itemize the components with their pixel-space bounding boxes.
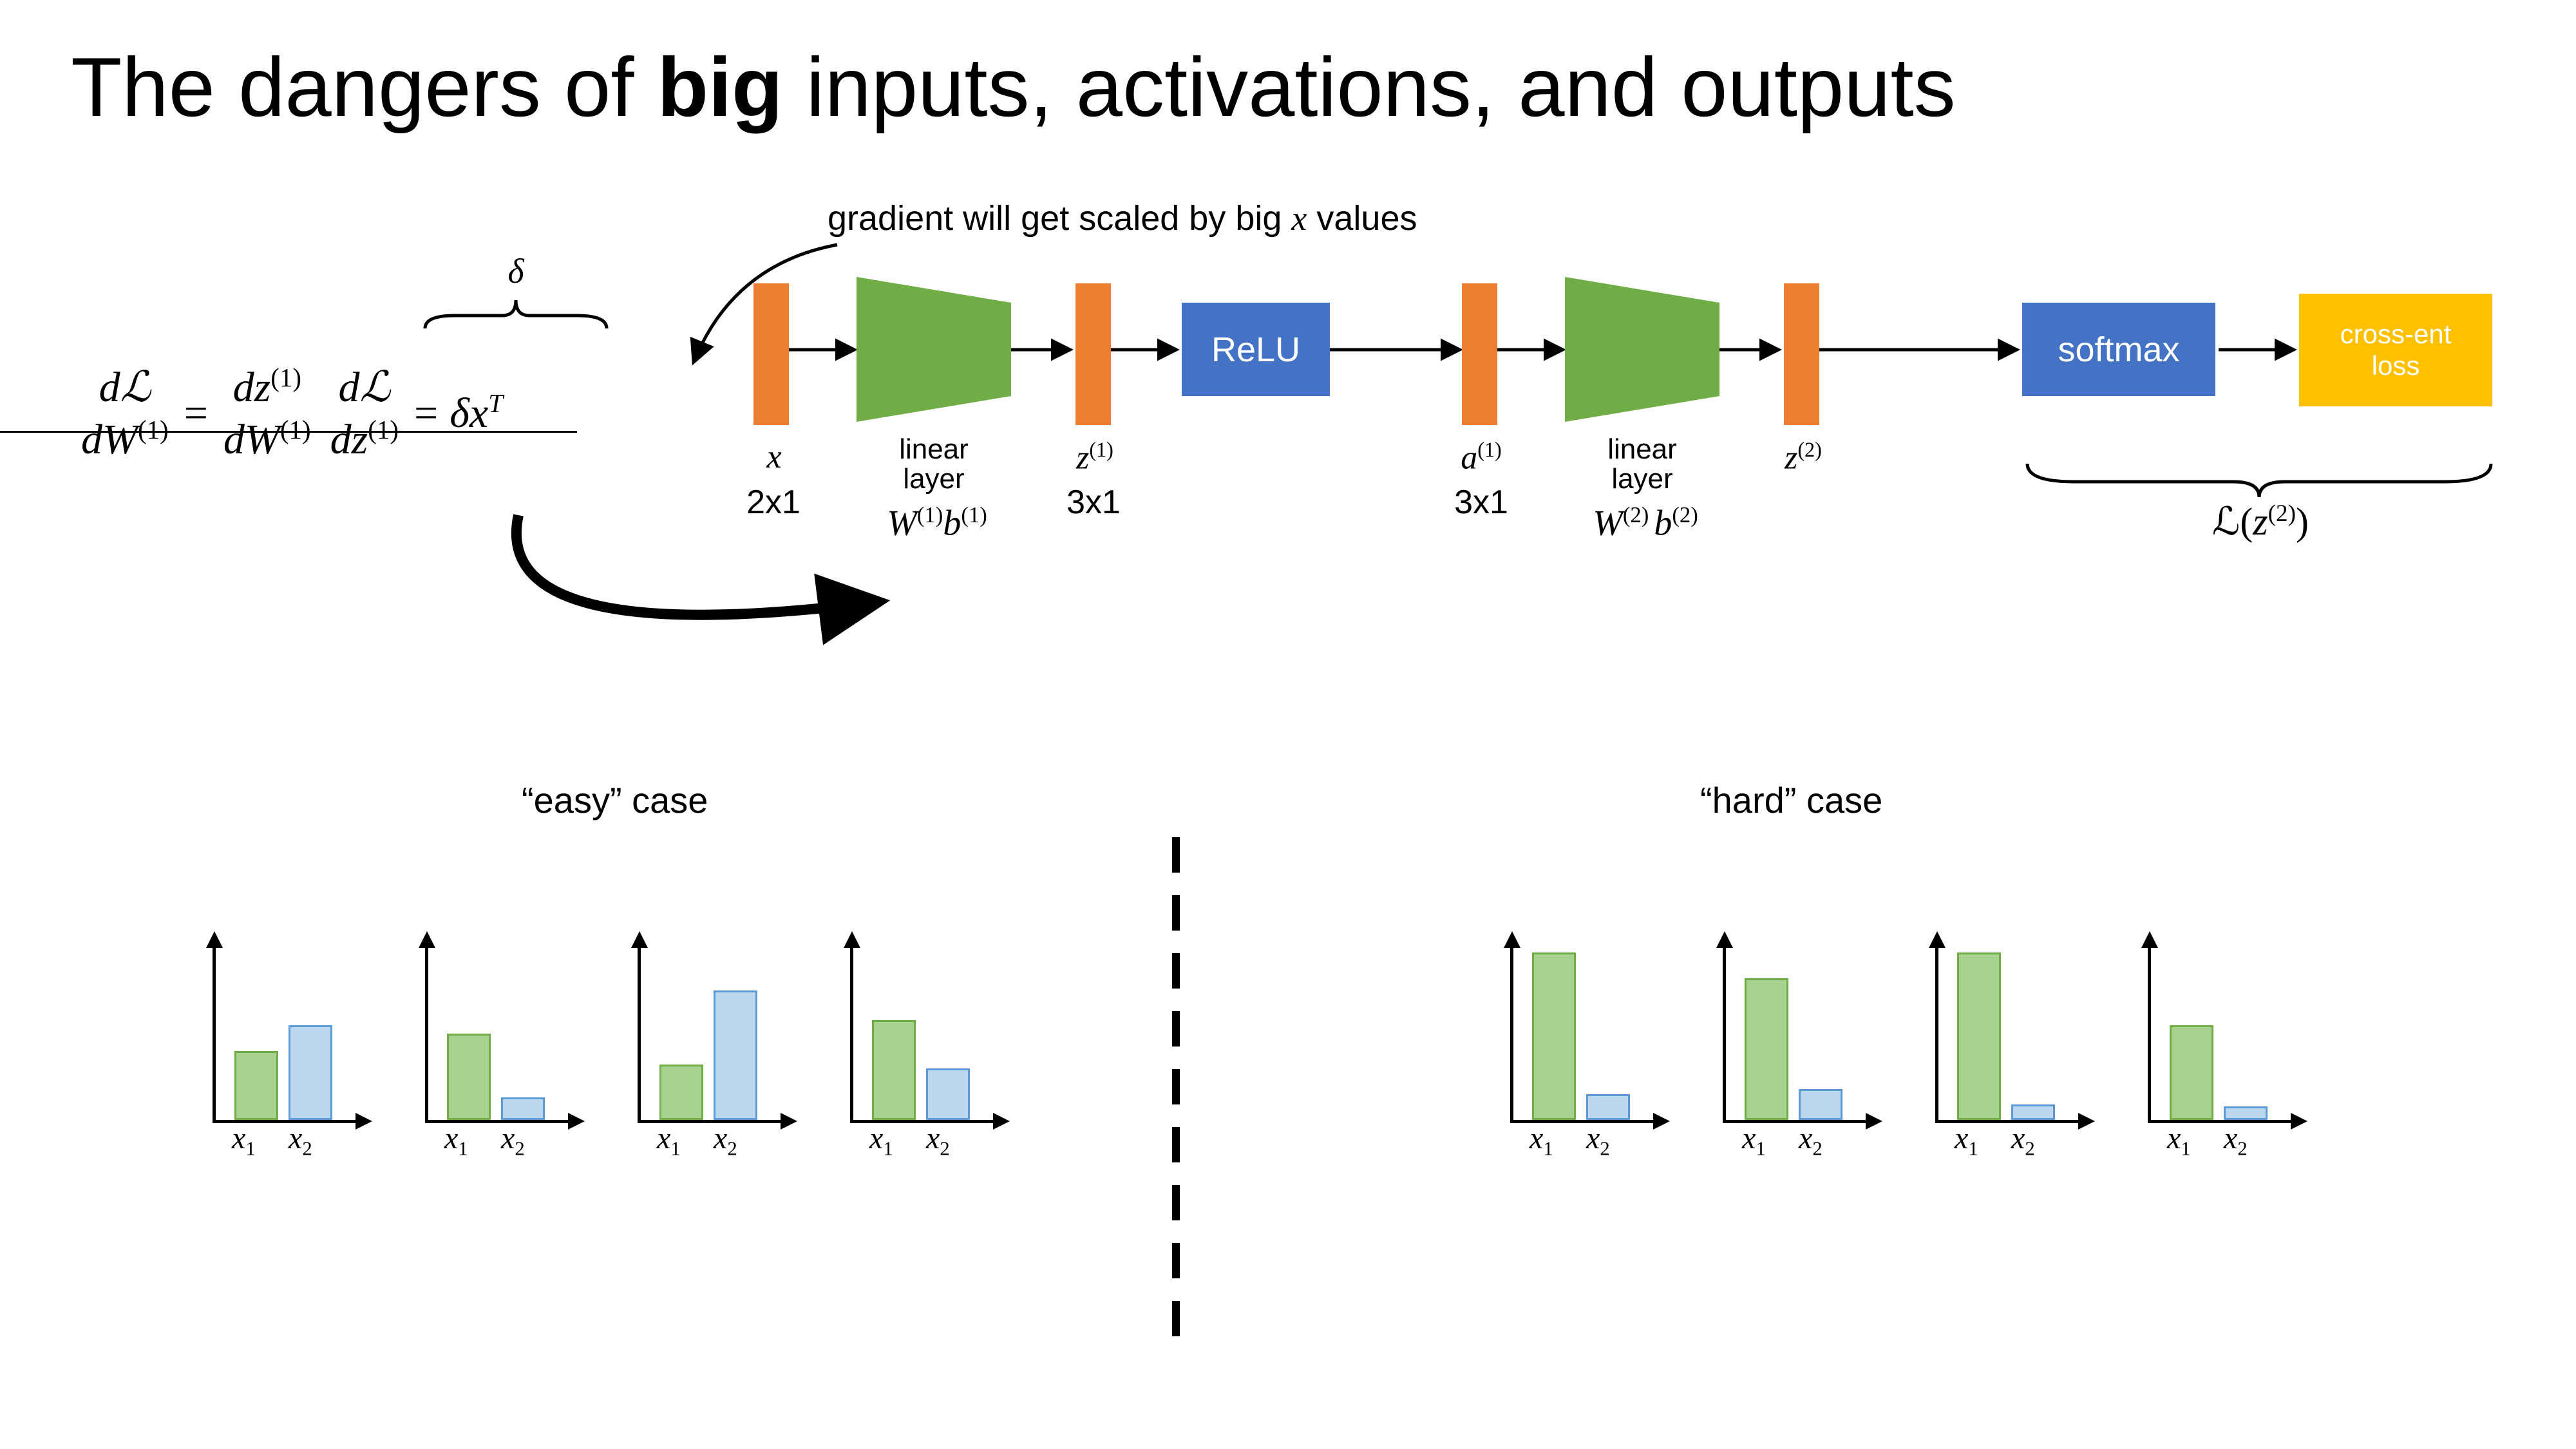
lin1-wb: W(1)b(1) xyxy=(850,502,1024,544)
case-divider xyxy=(1172,837,1180,1352)
hard-chart-3: x1x2 xyxy=(1935,934,2103,1153)
page-title: The dangers of big inputs, activations, … xyxy=(71,39,1956,135)
title-bold: big xyxy=(658,40,783,134)
lin1-label: linear layer xyxy=(882,435,985,494)
loss-expr: ℒ(z(2)) xyxy=(2157,499,2363,544)
softmax-block: softmax xyxy=(2022,303,2215,396)
z1-block xyxy=(1075,283,1111,425)
x-dim: 2x1 xyxy=(744,483,802,522)
hard-case-label: “hard” case xyxy=(1700,779,1882,821)
gradient-equation: dℒ dW(1) = dz(1) dW(1) dℒ dz(1) = δxT xyxy=(77,361,503,466)
easy-chart-2: x1x2 xyxy=(425,934,592,1153)
brace-icon xyxy=(416,291,616,334)
hard-chart-2: x1x2 xyxy=(1723,934,1890,1153)
hard-chart-1: x1x2 xyxy=(1510,934,1678,1153)
network-diagram: ReLU softmax cross-ent loss x 2x1 linear… xyxy=(753,277,2518,573)
lin2-label: linear layer xyxy=(1591,435,1694,494)
a1-label: a(1) xyxy=(1443,438,1520,477)
easy-chart-4: x1x2 xyxy=(850,934,1018,1153)
easy-chart-3: x1x2 xyxy=(638,934,805,1153)
a1-block xyxy=(1462,283,1497,425)
linear-layer-2-shape xyxy=(1565,277,1719,425)
z2-label: z(2) xyxy=(1765,438,1842,477)
delta-symbol: δ xyxy=(416,251,616,291)
loss-block: cross-ent loss xyxy=(2299,294,2492,406)
gradient-note: gradient will get scaled by big x values xyxy=(828,198,1417,238)
title-prefix: The dangers of xyxy=(71,40,658,134)
title-suffix: inputs, activations, and outputs xyxy=(783,40,1956,134)
easy-chart-1: x1x2 xyxy=(213,934,380,1153)
relu-block: ReLU xyxy=(1182,303,1330,396)
input-x-block xyxy=(753,283,789,425)
a1-dim: 3x1 xyxy=(1449,483,1513,522)
easy-case-label: “easy” case xyxy=(522,779,708,821)
delta-brace: δ xyxy=(416,251,616,342)
x-label: x xyxy=(748,438,800,476)
z2-block xyxy=(1784,283,1819,425)
z1-label: z(1) xyxy=(1056,438,1133,477)
z1-dim: 3x1 xyxy=(1061,483,1126,522)
linear-layer-1-shape xyxy=(857,277,1011,425)
lin2-wb: W(2)b(2) xyxy=(1558,502,1732,544)
hard-chart-4: x1x2 xyxy=(2148,934,2315,1153)
eq-lhs-num: dℒ xyxy=(95,361,155,413)
